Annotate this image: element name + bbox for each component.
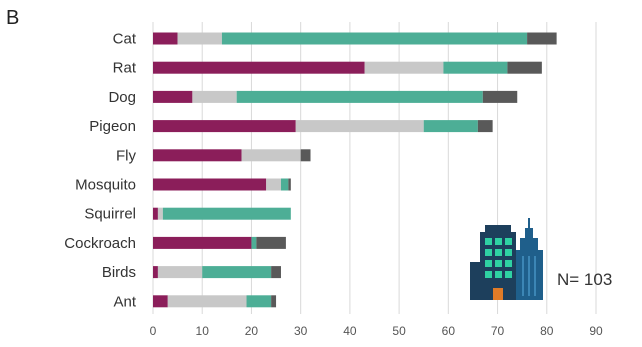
bar-segment bbox=[241, 149, 301, 162]
bar-segment bbox=[251, 236, 257, 249]
bar-segment bbox=[271, 295, 277, 308]
category-label: Squirrel bbox=[84, 206, 136, 223]
bar-segment bbox=[256, 236, 286, 249]
bar-segment bbox=[221, 32, 528, 45]
bar-segment bbox=[153, 61, 365, 74]
sample-size-annotation: N= 103 bbox=[557, 270, 612, 289]
category-label: Birds bbox=[102, 264, 136, 281]
category-label: Rat bbox=[113, 60, 137, 77]
x-tick-label: 0 bbox=[150, 324, 157, 338]
bar-segment bbox=[162, 207, 291, 220]
category-label: Ant bbox=[113, 293, 136, 310]
x-tick-label: 90 bbox=[589, 324, 603, 338]
bar-segment bbox=[271, 266, 281, 279]
bar-segment bbox=[266, 178, 281, 191]
bar-segment bbox=[153, 236, 252, 249]
bar-segment bbox=[153, 178, 267, 191]
bar-segment bbox=[423, 120, 478, 133]
bar-segment bbox=[177, 32, 222, 45]
bar-segment bbox=[157, 207, 163, 220]
bar-segment bbox=[153, 120, 296, 133]
bar-segment bbox=[288, 178, 291, 191]
bar-segment bbox=[153, 266, 158, 279]
category-label: Cockroach bbox=[64, 235, 136, 252]
bar-segment bbox=[443, 61, 508, 74]
bar-segment bbox=[153, 295, 168, 308]
bar-segment bbox=[364, 61, 444, 74]
category-label: Fly bbox=[116, 147, 136, 164]
bar-segment bbox=[246, 295, 272, 308]
bar-segment bbox=[527, 32, 557, 45]
bar-segment bbox=[477, 120, 493, 133]
bar-segment bbox=[300, 149, 311, 162]
category-label: Pigeon bbox=[89, 118, 136, 135]
bar-segment bbox=[153, 90, 193, 103]
bar-segment bbox=[482, 90, 518, 103]
x-tick-label: 50 bbox=[392, 324, 406, 338]
category-label: Mosquito bbox=[75, 177, 136, 194]
x-tick-label: 30 bbox=[294, 324, 308, 338]
bar-segment bbox=[202, 266, 272, 279]
bar-segment bbox=[295, 120, 424, 133]
x-tick-label: 10 bbox=[196, 324, 210, 338]
panel-letter: B bbox=[6, 7, 19, 29]
bar-segment bbox=[153, 32, 178, 45]
category-label: Cat bbox=[113, 31, 137, 48]
bar-segment bbox=[280, 178, 289, 191]
bar-segment bbox=[192, 90, 237, 103]
x-tick-label: 60 bbox=[442, 324, 456, 338]
category-labels: Cat Rat Dog Pigeon Fly Mosquito Squirrel Cockro… bbox=[64, 31, 137, 311]
city-buildings-icon bbox=[470, 218, 543, 300]
category-label: Dog bbox=[108, 89, 136, 106]
bar-segment bbox=[507, 61, 542, 74]
x-tick-label: 70 bbox=[491, 324, 505, 338]
tick-labels: 0 10 20 30 40 50 60 70 80 90 bbox=[150, 324, 603, 338]
bar-segment bbox=[157, 266, 203, 279]
x-tick-label: 20 bbox=[245, 324, 259, 338]
bar-segment bbox=[167, 295, 247, 308]
x-tick-label: 80 bbox=[540, 324, 554, 338]
bar-segment bbox=[236, 90, 483, 103]
x-tick-label: 40 bbox=[343, 324, 357, 338]
bar-segment bbox=[153, 207, 158, 220]
bars bbox=[153, 32, 557, 308]
bar-segment bbox=[153, 149, 242, 162]
